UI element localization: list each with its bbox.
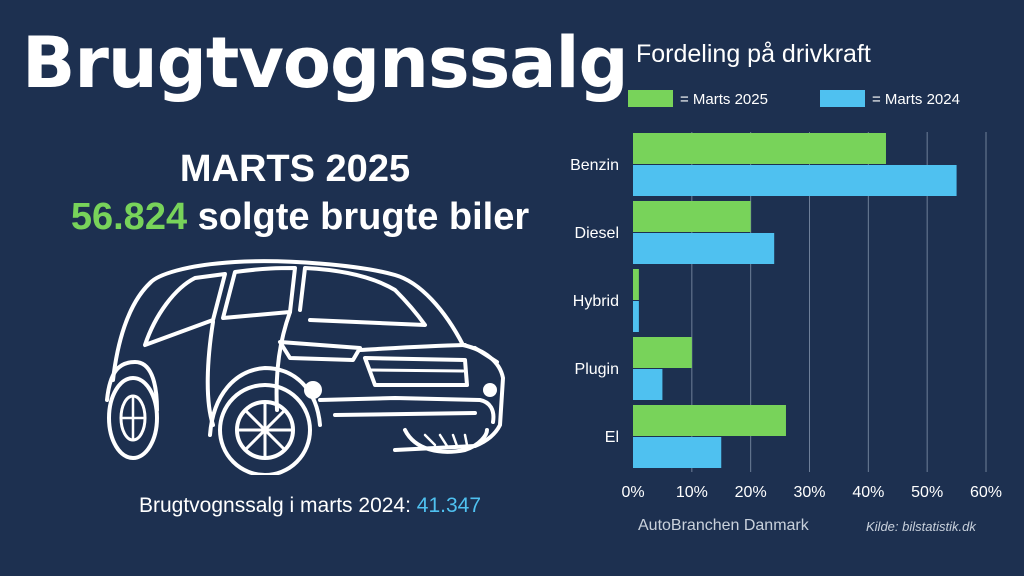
- bar: [633, 201, 751, 232]
- bar: [633, 337, 692, 368]
- previous-year-sales: Brugtvognssalg i marts 2024: 41.347: [0, 494, 620, 518]
- drivetrain-bar-chart: 0% 10% 20% 30% 40% 50% 60% = Marts 2025 = Marts …: [570, 90, 1002, 501]
- bar: [633, 269, 639, 300]
- bar: [633, 301, 639, 332]
- bar: [633, 133, 886, 164]
- chart-title: Fordeling på drivkraft: [636, 40, 871, 68]
- bar: [633, 437, 722, 468]
- sold-count: 56.824: [70, 196, 188, 238]
- category-label: El: [605, 429, 619, 446]
- category-label: Diesel: [575, 225, 619, 242]
- sales-headline: 56.824 solgte brugte biler: [0, 196, 600, 239]
- x-tick-label: 60%: [970, 484, 1002, 501]
- previous-year-value: 41.347: [416, 494, 482, 517]
- x-tick-label: 20%: [735, 484, 767, 501]
- x-tick-label: 30%: [793, 484, 825, 501]
- category-label: Hybrid: [573, 293, 619, 310]
- x-tick-label: 40%: [852, 484, 884, 501]
- x-tick-label: 0%: [621, 484, 644, 501]
- sold-text: solgte brugte biler: [187, 196, 530, 238]
- org-credit: AutoBranchen Danmark: [638, 517, 809, 534]
- category-label: Benzin: [570, 157, 619, 174]
- previous-year-label: Brugtvognssalg i marts 2024:: [138, 494, 417, 517]
- bar: [633, 405, 786, 436]
- source-credit: Kilde: bilstatistik.dk: [866, 519, 976, 534]
- category-label: Plugin: [575, 361, 619, 378]
- x-tick-label: 10%: [676, 484, 708, 501]
- legend-swatch: [820, 90, 865, 107]
- x-tick-label: 50%: [911, 484, 943, 501]
- legend-label: = Marts 2025: [680, 91, 768, 108]
- bar: [633, 233, 775, 264]
- legend-label: = Marts 2024: [872, 91, 960, 108]
- page-title: Brugtvognssalg: [22, 22, 629, 104]
- bar: [633, 165, 957, 196]
- suv-outline-icon: [105, 259, 505, 475]
- bar: [633, 369, 663, 400]
- month-subtitle: MARTS 2025: [179, 148, 411, 190]
- legend-swatch: [628, 90, 673, 107]
